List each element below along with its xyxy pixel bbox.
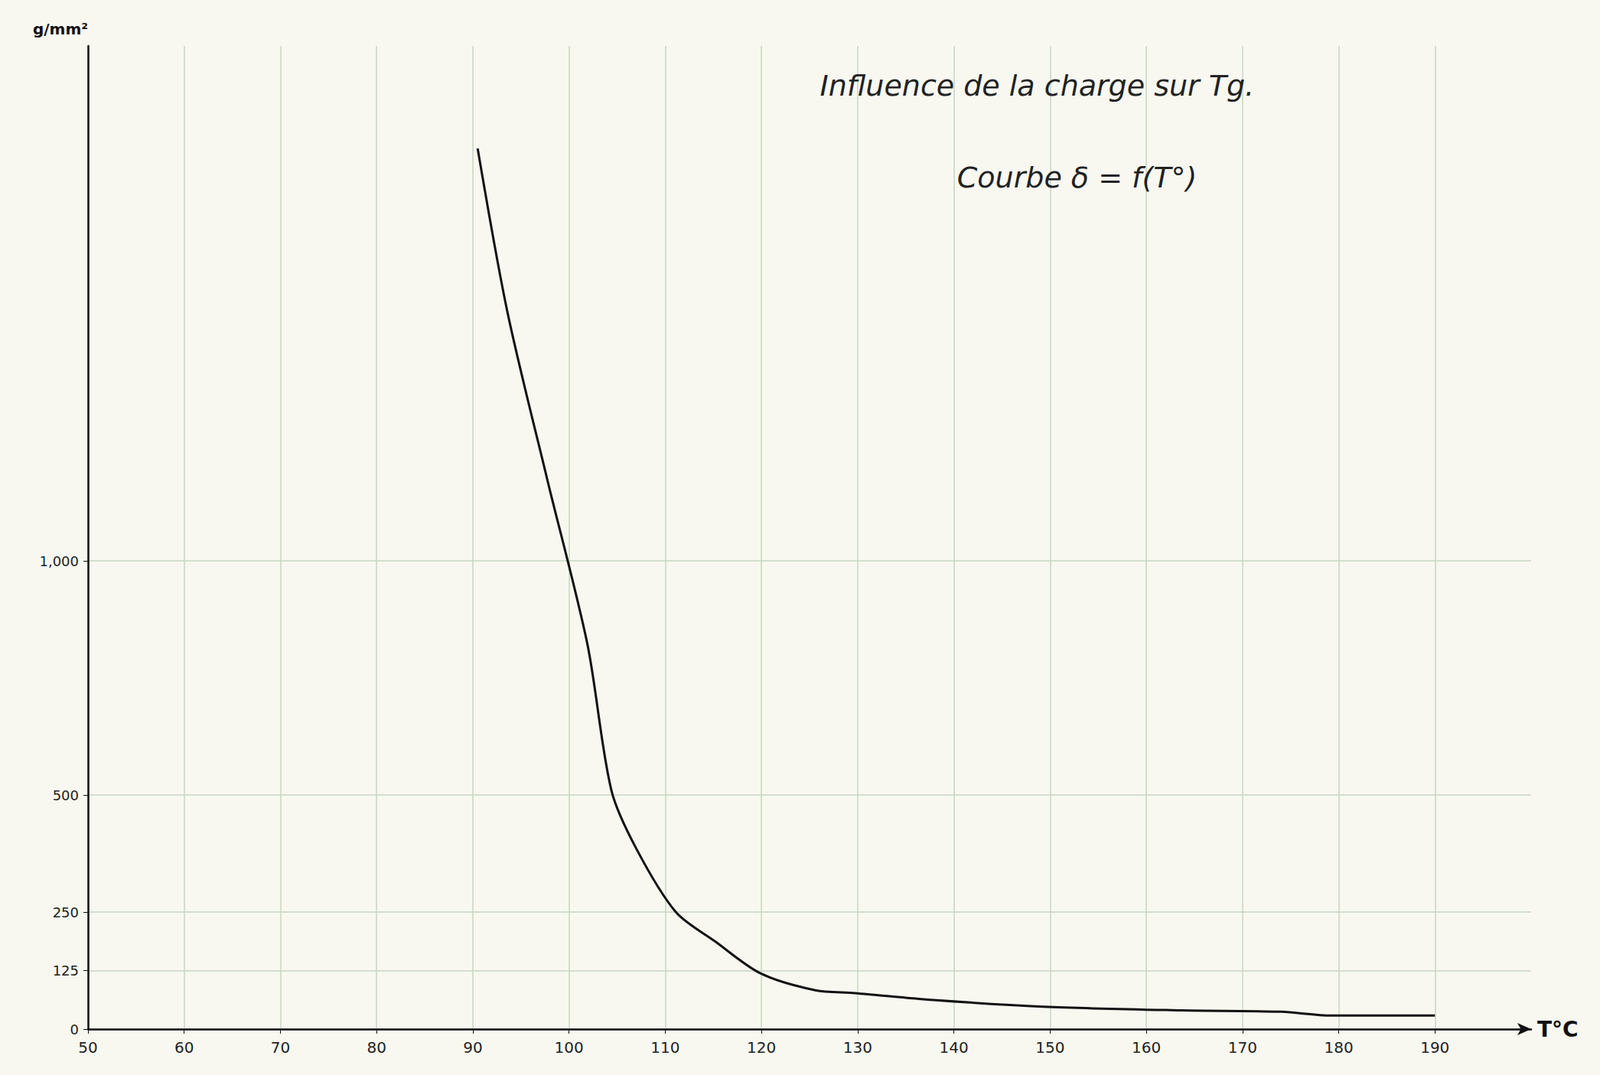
svg-text:Courbe δ = f(T°): Courbe δ = f(T°) xyxy=(957,160,1198,195)
svg-text:120: 120 xyxy=(746,1038,776,1057)
svg-text:180: 180 xyxy=(1323,1038,1353,1057)
svg-text:110: 110 xyxy=(650,1038,680,1057)
svg-text:250: 250 xyxy=(52,904,79,921)
svg-text:160: 160 xyxy=(1131,1038,1161,1057)
svg-text:150: 150 xyxy=(1035,1038,1065,1057)
svg-text:100: 100 xyxy=(554,1038,584,1057)
svg-text:130: 130 xyxy=(843,1038,873,1057)
svg-text:0: 0 xyxy=(70,1021,79,1038)
svg-text:70: 70 xyxy=(270,1038,291,1057)
svg-text:190: 190 xyxy=(1420,1038,1450,1057)
svg-text:1,000: 1,000 xyxy=(39,553,79,570)
svg-text:Influence de la charge sur Tg.: Influence de la charge sur Tg. xyxy=(820,68,1255,103)
svg-text:500: 500 xyxy=(52,787,79,804)
svg-text:T°C: T°C xyxy=(1537,1016,1579,1043)
svg-text:g/mm²: g/mm² xyxy=(32,19,88,39)
svg-text:60: 60 xyxy=(174,1038,194,1057)
svg-text:170: 170 xyxy=(1228,1038,1258,1057)
svg-text:50: 50 xyxy=(78,1038,98,1057)
svg-text:140: 140 xyxy=(939,1038,969,1057)
svg-text:90: 90 xyxy=(462,1038,483,1057)
svg-text:80: 80 xyxy=(366,1038,386,1057)
svg-text:125: 125 xyxy=(52,962,79,979)
